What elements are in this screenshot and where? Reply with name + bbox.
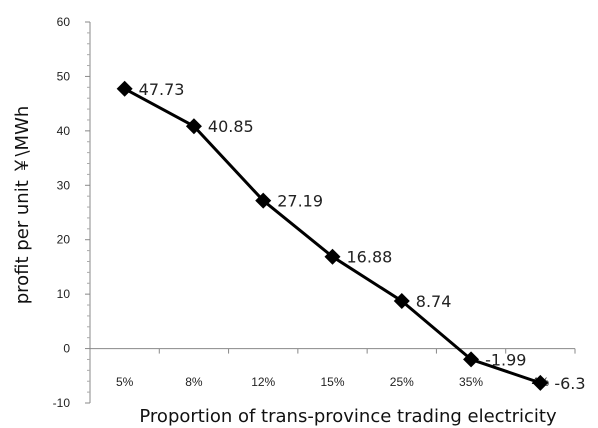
- data-point-marker: [324, 248, 341, 265]
- y-axis: -10 0 10 20 30 40 50 60: [53, 15, 91, 410]
- series-polyline: [123, 87, 541, 385]
- y-tick-label: 10: [57, 287, 71, 301]
- x-tick-label: 35%: [459, 375, 483, 389]
- series-line: [116, 80, 549, 391]
- data-label: -1.99: [485, 350, 526, 369]
- x-tick-label: 8%: [185, 375, 203, 389]
- x-tick-label: 12%: [251, 375, 275, 389]
- y-tick-label: 60: [57, 15, 71, 29]
- y-tick-label: 0: [63, 342, 70, 356]
- data-label: 8.74: [416, 292, 452, 311]
- data-point-marker: [463, 351, 480, 368]
- x-tick-label: 5%: [116, 375, 134, 389]
- y-tick-label: -10: [53, 396, 71, 410]
- data-label: 40.85: [208, 117, 254, 136]
- data-label: 27.19: [277, 192, 323, 211]
- data-point-marker: [532, 374, 549, 391]
- x-tick-label: 15%: [320, 375, 344, 389]
- data-label: 47.73: [139, 80, 185, 99]
- data-label: -6.3: [554, 374, 585, 393]
- data-label: 16.88: [347, 248, 393, 267]
- y-tick-label: 50: [57, 69, 71, 83]
- y-tick-label: 20: [57, 233, 71, 247]
- y-axis-title: profit per unit ￥\MWh: [12, 106, 33, 305]
- data-point-marker: [185, 118, 202, 135]
- data-point-marker: [116, 80, 133, 97]
- x-axis-title: Proportion of trans-province trading ele…: [139, 406, 557, 427]
- y-tick-label: 30: [57, 178, 71, 192]
- y-tick-label: 40: [57, 124, 71, 138]
- data-point-marker: [393, 293, 410, 310]
- data-labels: 47.73 40.85 27.19 16.88 8.74 -1.99 -6.3: [139, 80, 586, 393]
- data-point-marker: [255, 192, 272, 209]
- x-tick-label: 25%: [390, 375, 414, 389]
